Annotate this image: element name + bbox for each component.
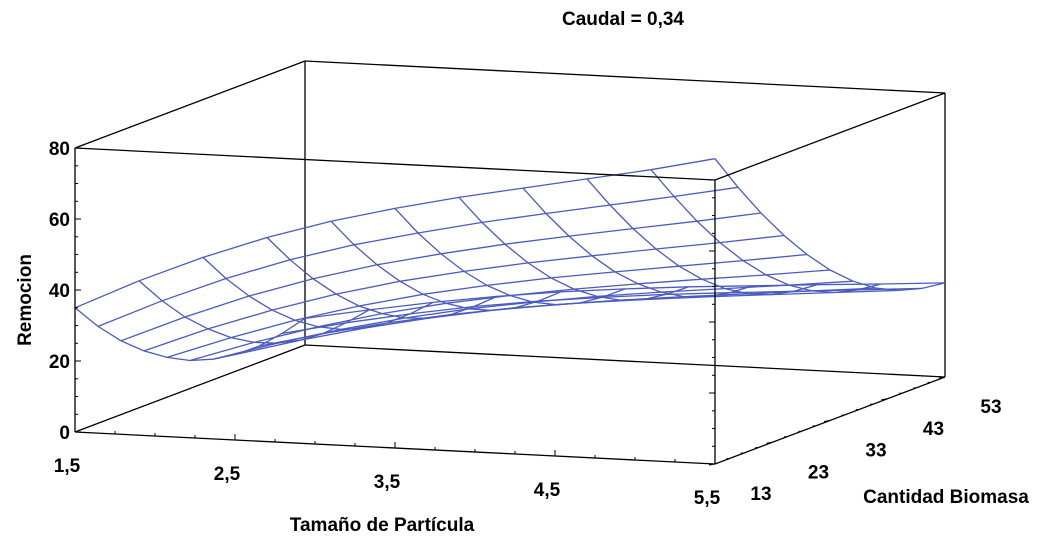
surface-line-x-2.7 <box>266 237 498 319</box>
y-tick-label: 53 <box>980 397 1001 418</box>
axis-labels: 0 20 40 60 80 1,5 2,5 3,5 4,5 5,5 13 23 33 43 53 Tamaño… <box>15 139 1029 536</box>
y-tick-label: 23 <box>808 462 829 483</box>
box-edge-floor-back <box>304 344 946 378</box>
z-tick-label: 80 <box>49 139 70 160</box>
z-tick-label: 0 <box>59 423 70 444</box>
y-tick <box>881 398 888 401</box>
z-axis-title: Remocion <box>15 254 36 346</box>
response-surface <box>74 158 946 362</box>
chart-title: Caudal = 0,34 <box>562 9 684 30</box>
surface-line-x-3.1 <box>330 220 562 312</box>
y-tick <box>708 463 716 466</box>
z-tick-label: 60 <box>49 210 70 231</box>
x-tick-label: 5,5 <box>694 488 721 509</box>
surface-line-x-1.9 <box>138 280 370 344</box>
y-tick <box>766 441 773 444</box>
box-edge-top-front <box>74 147 716 181</box>
y-axis-title: Cantidad Biomasa <box>863 487 1029 508</box>
z-tick-label: 20 <box>49 352 70 373</box>
x-tick-label: 2,5 <box>214 464 241 485</box>
y-tick <box>938 376 946 379</box>
box-edge-top-left <box>74 60 306 149</box>
axis-ticks <box>74 147 946 466</box>
x-tick-label: 3,5 <box>374 472 401 493</box>
x-axis-title: Tamaño de Partícula <box>290 515 475 536</box>
surface-line-x-3.9 <box>458 196 690 301</box>
axis-box-front <box>74 92 946 465</box>
surface-line-y-33 <box>189 269 831 362</box>
surface-line-x-2.3 <box>202 256 434 331</box>
x-tick-label: 1,5 <box>54 456 81 477</box>
box-edge-floor-left <box>74 344 306 433</box>
surface-line-x-3.5 <box>394 207 626 306</box>
x-tick-label: 4,5 <box>534 480 561 501</box>
surface-line-x-5.5 <box>714 158 946 292</box>
surface-line-x-5.1 <box>650 169 882 294</box>
surface-line-x-4.7 <box>586 178 818 296</box>
y-tick <box>823 420 831 422</box>
y-tick-label: 33 <box>865 441 886 462</box>
surface-line-y-17 <box>97 186 739 328</box>
y-tick-label: 13 <box>750 484 771 505</box>
surface-line-y-41 <box>235 287 877 356</box>
axis-box-back <box>74 60 946 433</box>
surface-line-x-1.5 <box>74 307 306 362</box>
box-edge-top-right <box>714 92 946 181</box>
surface-line-y-21 <box>120 212 762 342</box>
y-tick-label: 43 <box>923 419 944 440</box>
z-tick-label: 40 <box>49 281 70 302</box>
surface-line-y-49 <box>281 287 923 335</box>
box-edge-top-back <box>304 60 946 94</box>
